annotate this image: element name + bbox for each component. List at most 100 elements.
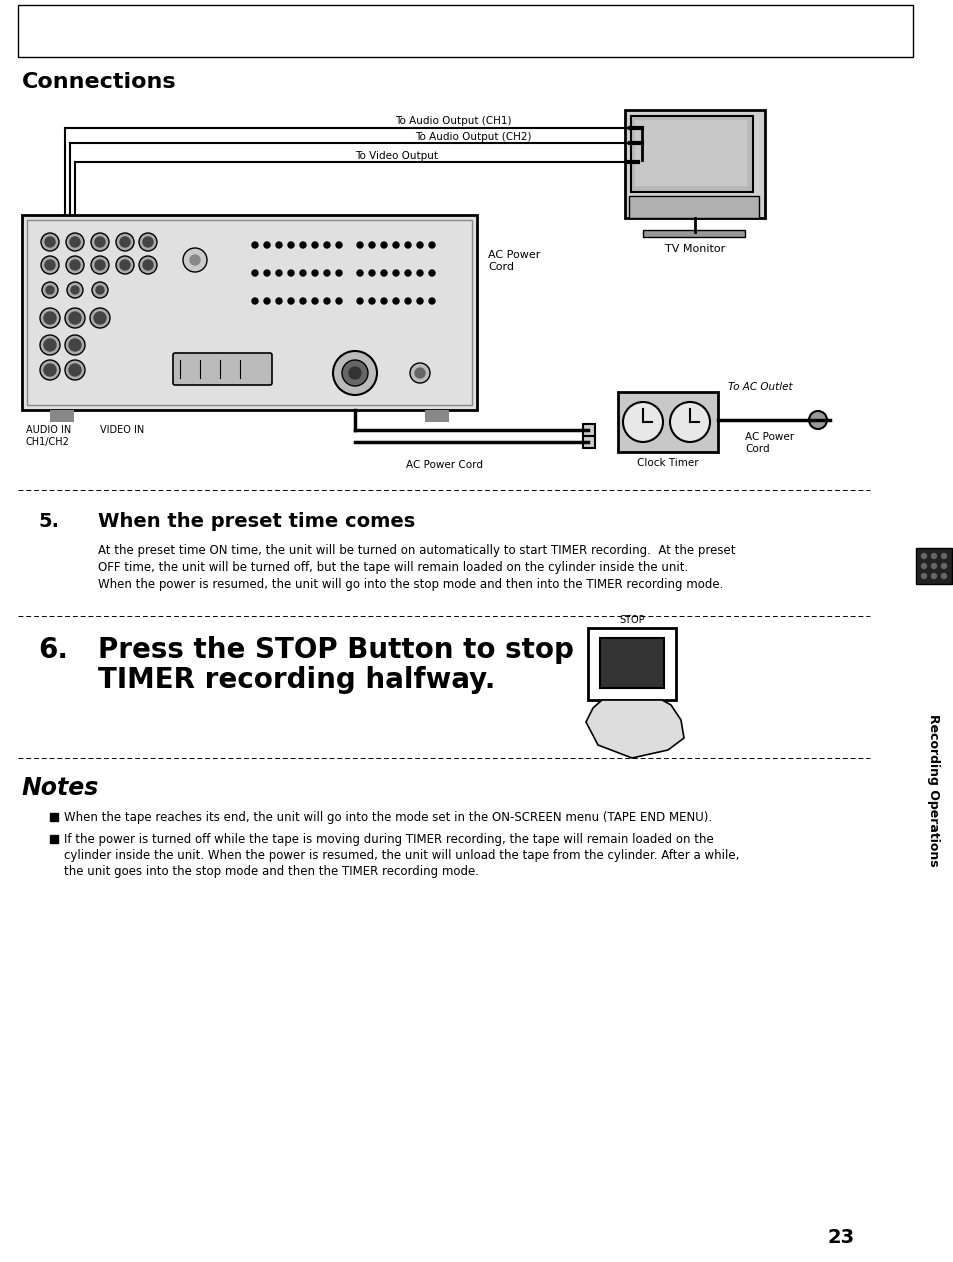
Circle shape (356, 298, 363, 304)
Circle shape (116, 233, 133, 251)
Text: If the power is turned off while the tape is moving during TIMER recording, the : If the power is turned off while the tap… (64, 833, 713, 846)
Circle shape (95, 260, 105, 270)
FancyBboxPatch shape (172, 353, 272, 385)
Circle shape (622, 403, 662, 442)
Text: To Audio Output (CH1): To Audio Output (CH1) (395, 116, 511, 126)
Circle shape (405, 298, 411, 304)
Circle shape (415, 369, 424, 379)
Circle shape (324, 270, 330, 276)
Bar (50, 835, 58, 843)
Circle shape (356, 242, 363, 249)
Circle shape (941, 554, 945, 559)
Text: cylinder inside the unit. When the power is resumed, the unit will unload the ta: cylinder inside the unit. When the power… (64, 849, 739, 862)
Circle shape (139, 256, 157, 274)
Circle shape (941, 564, 945, 568)
Circle shape (416, 270, 422, 276)
Circle shape (921, 573, 925, 578)
Circle shape (275, 298, 282, 304)
Bar (630, 116, 752, 192)
Circle shape (65, 308, 85, 328)
Circle shape (669, 403, 709, 442)
Circle shape (44, 339, 56, 351)
Circle shape (393, 242, 398, 249)
Circle shape (380, 242, 387, 249)
Text: Press the STOP Button to stop: Press the STOP Button to stop (98, 636, 574, 664)
Circle shape (42, 281, 58, 298)
Text: Notes: Notes (22, 776, 99, 800)
Text: Connections: Connections (22, 72, 176, 92)
Text: AC Power
Cord: AC Power Cord (488, 250, 539, 271)
Circle shape (921, 564, 925, 568)
Circle shape (44, 363, 56, 376)
Circle shape (312, 242, 317, 249)
Circle shape (40, 334, 60, 355)
Bar (424, 410, 449, 422)
Circle shape (40, 360, 60, 380)
Text: AC Power
Cord: AC Power Cord (744, 432, 793, 453)
Circle shape (70, 260, 80, 270)
Circle shape (429, 270, 435, 276)
Circle shape (90, 308, 110, 328)
Circle shape (341, 360, 368, 386)
Circle shape (91, 256, 109, 274)
Text: When the power is resumed, the unit will go into the stop mode and then into the: When the power is resumed, the unit will… (98, 578, 722, 591)
Circle shape (67, 281, 83, 298)
Circle shape (41, 256, 59, 274)
Circle shape (275, 270, 282, 276)
Text: AUDIO IN
CH1/CH2: AUDIO IN CH1/CH2 (26, 425, 71, 447)
Bar (582, 424, 595, 435)
Circle shape (416, 298, 422, 304)
Circle shape (264, 298, 270, 304)
Circle shape (65, 334, 85, 355)
Bar (599, 639, 663, 688)
Circle shape (429, 242, 435, 249)
Text: Recording Operations: Recording Operations (926, 714, 940, 866)
Circle shape (264, 242, 270, 249)
Circle shape (71, 286, 79, 294)
Circle shape (190, 255, 200, 265)
Circle shape (312, 298, 317, 304)
Circle shape (930, 573, 936, 578)
Circle shape (410, 363, 430, 382)
Circle shape (116, 256, 133, 274)
Text: TIMER recording halfway.: TIMER recording halfway. (98, 666, 495, 694)
Circle shape (95, 237, 105, 247)
Text: At the preset time ON time, the unit will be turned on automatically to start TI: At the preset time ON time, the unit wil… (98, 544, 735, 557)
Circle shape (139, 233, 157, 251)
Circle shape (921, 554, 925, 559)
Circle shape (416, 242, 422, 249)
Text: OFF time, the unit will be turned off, but the tape will remain loaded on the cy: OFF time, the unit will be turned off, b… (98, 562, 687, 574)
Circle shape (808, 411, 826, 429)
Bar (22, 215, 476, 410)
Circle shape (264, 270, 270, 276)
Circle shape (299, 298, 306, 304)
Bar (18, 5, 912, 57)
Bar (587, 628, 676, 700)
Text: VIDEO IN: VIDEO IN (100, 425, 144, 435)
Circle shape (356, 270, 363, 276)
Circle shape (335, 270, 341, 276)
Circle shape (96, 286, 104, 294)
Circle shape (183, 249, 207, 273)
Circle shape (69, 363, 81, 376)
Text: 23: 23 (827, 1228, 854, 1247)
Circle shape (252, 242, 257, 249)
Circle shape (324, 242, 330, 249)
Circle shape (91, 281, 108, 298)
Circle shape (333, 351, 376, 395)
Circle shape (65, 360, 85, 380)
Circle shape (380, 270, 387, 276)
Text: To Audio Output (CH2): To Audio Output (CH2) (415, 133, 531, 143)
Text: To Video Output: To Video Output (355, 151, 437, 162)
Circle shape (429, 298, 435, 304)
Circle shape (941, 573, 945, 578)
Text: 6.: 6. (38, 636, 68, 664)
Text: STOP: STOP (618, 615, 644, 625)
Circle shape (288, 242, 294, 249)
Bar (635, 120, 746, 186)
Circle shape (369, 270, 375, 276)
Circle shape (66, 233, 84, 251)
Circle shape (45, 237, 55, 247)
Circle shape (393, 270, 398, 276)
Circle shape (69, 339, 81, 351)
